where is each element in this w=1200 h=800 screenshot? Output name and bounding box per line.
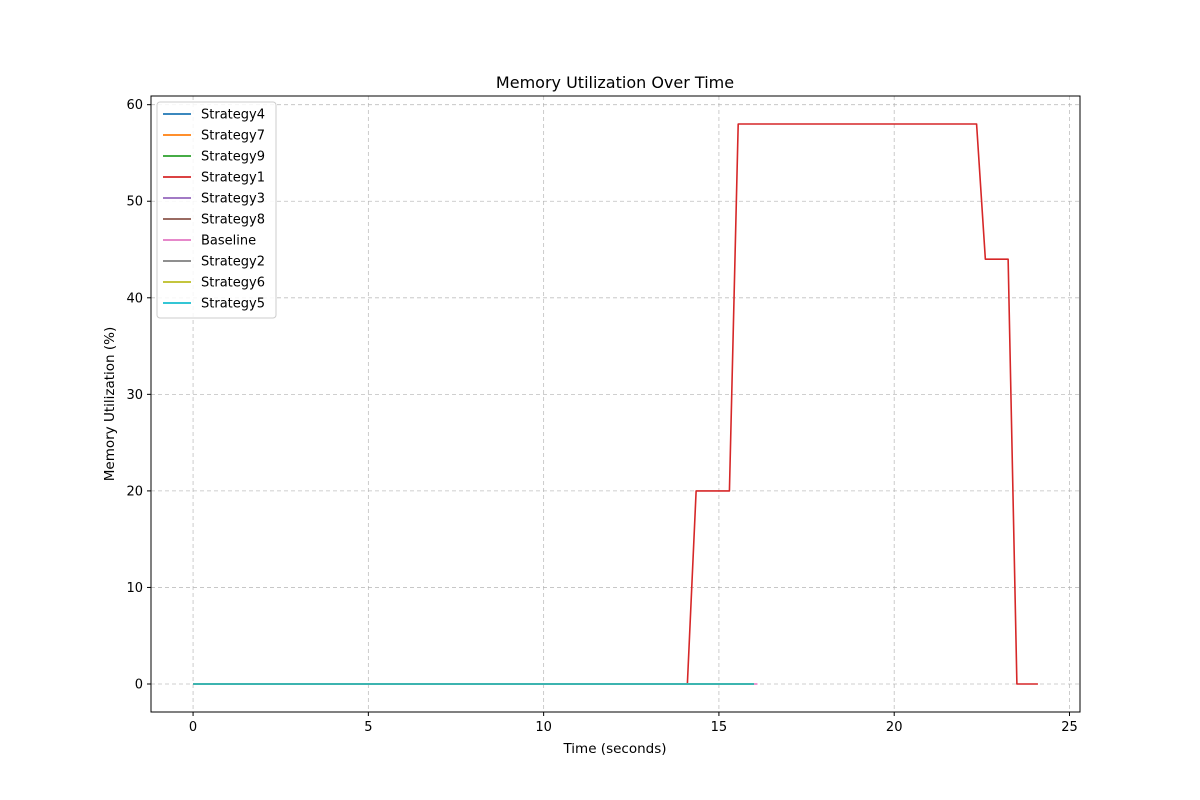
x-tick-label: 25 [1061, 720, 1078, 735]
legend-label: Strategy6 [201, 276, 265, 291]
grid [151, 96, 1080, 712]
x-axis-label: Time (seconds) [562, 741, 666, 757]
y-tick-label: 10 [126, 581, 143, 596]
x-tick-label: 5 [364, 720, 372, 735]
plot-frame [150, 95, 1081, 713]
y-tick-label: 40 [126, 291, 143, 306]
y-tick-label: 60 [126, 98, 143, 113]
legend-label: Strategy8 [201, 213, 265, 228]
y-axis-label: Memory Utilization (%) [102, 327, 118, 482]
y-tick-label: 50 [126, 195, 143, 210]
legend-label: Strategy2 [201, 255, 265, 270]
legend-label: Strategy4 [201, 108, 265, 123]
x-tick-label: 20 [886, 720, 903, 735]
y-tick-label: 30 [126, 388, 143, 403]
x-tick-label: 10 [535, 720, 552, 735]
y-tick-label: 20 [126, 484, 143, 499]
legend-label: Baseline [201, 234, 256, 249]
legend: Strategy4 Strategy7 Strategy9 Strategy1 Stra… [156, 101, 277, 319]
x-tick-label: 15 [711, 720, 728, 735]
legend-label: Strategy3 [201, 192, 265, 207]
chart-title: Memory Utilization Over Time [496, 73, 734, 92]
x-tick-label: 0 [189, 720, 197, 735]
axis-ticks: 0 5 10 15 20 25 0 10 20 30 40 50 60 [126, 98, 1077, 735]
legend-label: Strategy9 [201, 150, 265, 165]
legend-label: Strategy5 [201, 297, 265, 312]
series-line-strategy1 [193, 123, 1038, 685]
series-lines [193, 123, 1038, 685]
y-tick-label: 0 [135, 678, 143, 693]
legend-label: Strategy7 [201, 129, 265, 144]
legend-label: Strategy1 [201, 171, 265, 186]
